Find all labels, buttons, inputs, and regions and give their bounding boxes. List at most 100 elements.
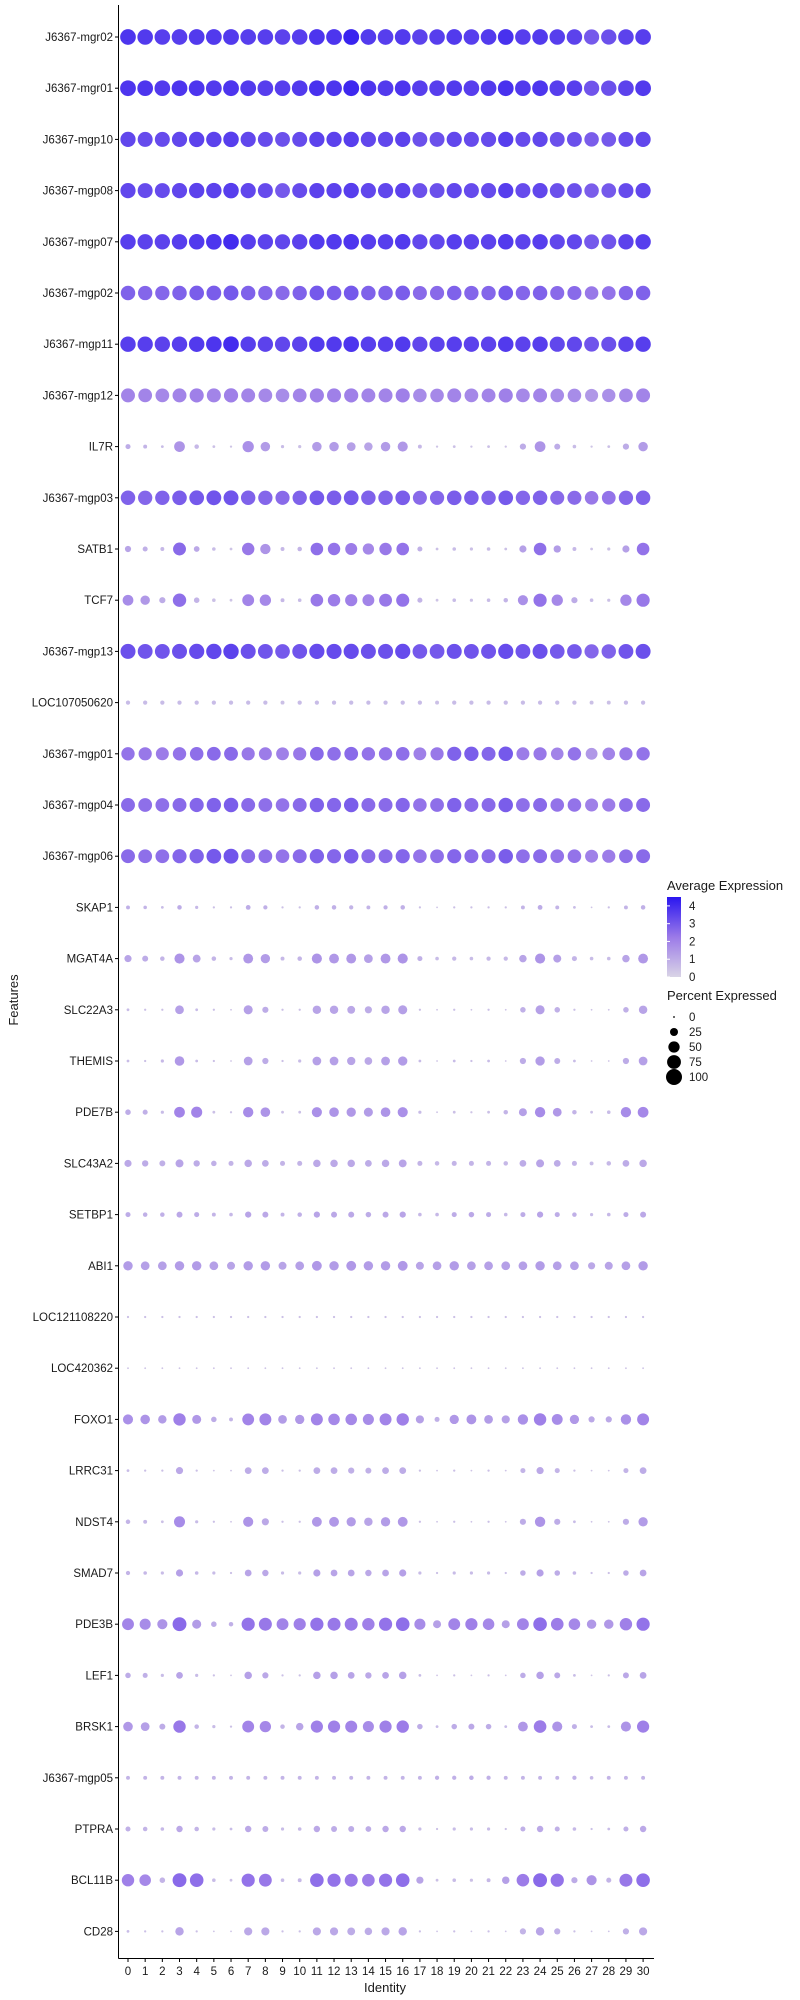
dot xyxy=(538,1775,543,1780)
dot xyxy=(189,849,204,864)
identity-label: 22 xyxy=(499,1966,512,1978)
dot xyxy=(452,1059,456,1063)
dot xyxy=(172,1873,187,1888)
dot xyxy=(622,1518,630,1525)
dot xyxy=(281,1008,284,1011)
dot xyxy=(436,906,438,909)
dot xyxy=(433,1620,442,1629)
dot xyxy=(211,1621,217,1627)
dot xyxy=(362,1873,375,1887)
dot xyxy=(377,234,394,250)
dot xyxy=(120,29,136,45)
dot xyxy=(160,906,164,909)
dot xyxy=(567,388,582,403)
dot xyxy=(607,598,611,602)
dot xyxy=(173,542,186,556)
dot xyxy=(137,643,153,659)
dot xyxy=(176,1211,183,1218)
dot xyxy=(313,1569,321,1577)
dot xyxy=(313,1211,320,1218)
dot xyxy=(172,849,187,864)
dot xyxy=(549,80,566,96)
dot xyxy=(635,336,651,352)
dot xyxy=(417,1775,422,1780)
dot xyxy=(291,80,308,97)
dot xyxy=(590,1469,593,1472)
dot xyxy=(243,953,254,964)
dot xyxy=(536,1211,544,1218)
dot xyxy=(331,905,337,910)
dot xyxy=(486,547,491,551)
dot xyxy=(326,643,342,659)
dot xyxy=(137,80,154,97)
dot xyxy=(622,443,630,450)
dot xyxy=(430,798,444,812)
dot xyxy=(245,1211,252,1218)
dot xyxy=(519,954,527,963)
dot xyxy=(607,445,611,448)
identity-label: 6 xyxy=(228,1966,234,1978)
dot xyxy=(381,1005,390,1015)
dot xyxy=(584,286,599,300)
dot xyxy=(240,29,257,45)
dot xyxy=(619,747,633,761)
dot xyxy=(588,1262,596,1270)
dot xyxy=(590,445,593,448)
dot xyxy=(520,905,525,910)
dot xyxy=(312,1005,322,1015)
dot xyxy=(345,1720,358,1733)
dot xyxy=(590,547,593,551)
dot xyxy=(313,1467,321,1474)
dot xyxy=(281,1315,284,1319)
dot xyxy=(550,1873,564,1887)
dot xyxy=(638,1261,648,1271)
dot xyxy=(469,956,474,961)
dot xyxy=(549,336,565,352)
dot xyxy=(498,797,513,813)
dot xyxy=(453,1469,456,1472)
dot xyxy=(343,80,360,97)
dot xyxy=(379,542,392,556)
dot xyxy=(365,1672,372,1679)
dot xyxy=(292,798,307,812)
dot xyxy=(417,1723,423,1730)
dot xyxy=(556,1315,559,1319)
dot xyxy=(343,234,360,250)
dot xyxy=(240,336,256,352)
dot xyxy=(520,1212,526,1218)
dot xyxy=(364,954,373,963)
dot xyxy=(223,797,239,813)
dot xyxy=(585,798,599,812)
dot xyxy=(487,1367,490,1370)
dot xyxy=(639,1569,647,1577)
dot xyxy=(394,80,411,97)
dot xyxy=(589,1213,594,1217)
dot xyxy=(451,1212,457,1218)
feature-label: PTPRA xyxy=(75,1824,114,1836)
dot xyxy=(573,1469,576,1472)
dot xyxy=(362,1618,375,1631)
dot xyxy=(417,597,423,603)
dot xyxy=(398,1005,408,1015)
dot xyxy=(292,388,307,403)
dot xyxy=(573,1930,576,1933)
dot xyxy=(549,131,565,147)
dot xyxy=(172,285,187,301)
dot xyxy=(206,746,221,761)
dot xyxy=(211,1775,216,1780)
dot xyxy=(619,849,633,864)
dot xyxy=(623,1468,629,1474)
dot xyxy=(504,547,508,551)
identity-label: 25 xyxy=(551,1966,564,1978)
dot xyxy=(261,1927,270,1936)
dot xyxy=(590,1060,593,1062)
dot xyxy=(309,234,325,250)
dot xyxy=(606,1877,612,1883)
dot xyxy=(195,1930,198,1933)
dot xyxy=(140,1414,150,1425)
dot xyxy=(436,1060,438,1062)
dot xyxy=(144,1367,147,1370)
dot xyxy=(570,1261,579,1271)
dot xyxy=(240,80,257,97)
dot xyxy=(278,1261,287,1270)
